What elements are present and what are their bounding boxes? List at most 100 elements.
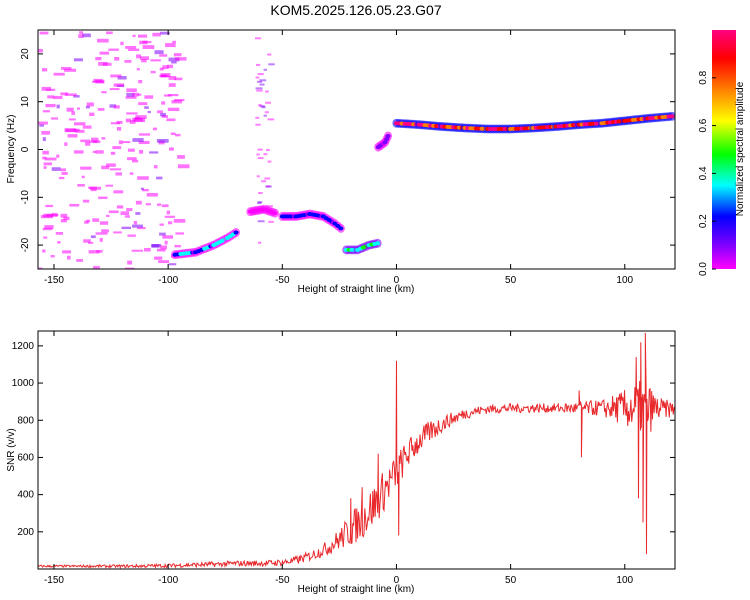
spectrogram-noise-cell xyxy=(156,248,166,252)
spectrogram-noise-cell xyxy=(167,64,174,69)
spectrogram-noise-cell xyxy=(166,118,176,122)
spectrogram-noise-cell xyxy=(164,215,176,218)
spectrogram-noise-cell xyxy=(101,137,106,140)
spectrogram-noise-cell xyxy=(132,92,139,97)
spectrogram-noise-cell xyxy=(98,61,108,66)
spectrogram-noise-cell xyxy=(266,149,270,152)
spectrogram-noise-cell xyxy=(127,157,137,161)
spectrogram-noise-cell xyxy=(162,235,174,239)
spectrogram-noise-cell xyxy=(38,48,43,53)
spectrogram-noise-cell xyxy=(121,226,132,230)
spectrogram-noise-cell xyxy=(168,263,177,266)
snr-y-tick-label: 1200 xyxy=(12,341,35,352)
spectrogram-noise-cell xyxy=(93,266,100,269)
snr-panel: -150 -100 -50 0 50 100 200 400 600 800 1000 1200 H… xyxy=(6,330,676,595)
spectrogram-noise-cell xyxy=(142,45,155,50)
spectrogram-noise-cell xyxy=(137,34,148,38)
spectrogram-noise-cell xyxy=(165,43,176,48)
spectrogram-noise-cell xyxy=(38,267,43,269)
spectrogram-noise-cell xyxy=(126,88,137,93)
spectrogram-noise-cell xyxy=(133,118,146,123)
spectrogram-noise-cell xyxy=(139,56,150,60)
snr-y-tick-label: 600 xyxy=(17,452,34,463)
spectrogram-noise-cell xyxy=(266,205,273,208)
spectrogram-noise-cell xyxy=(258,191,263,194)
spectrogram-noise-cell xyxy=(140,187,144,190)
spectrogram-noise-cell xyxy=(172,40,176,44)
spectrogram-noise-cell xyxy=(95,57,102,61)
spectrogram-noise-cell xyxy=(144,95,154,99)
spectrogram-noise-cell xyxy=(85,141,91,146)
spectrogram-noise-cell xyxy=(147,110,151,114)
spectrogram-noise-cell xyxy=(97,38,109,43)
spectrogram-noise-cell xyxy=(256,89,263,92)
spectrogram-noise-cell xyxy=(160,245,167,250)
spectrogram-noise-cell xyxy=(86,219,91,223)
spectrogram-noise-cell xyxy=(89,112,95,117)
spectrogram-noise-cell xyxy=(99,51,110,55)
spectrogram-noise-cell xyxy=(152,127,158,131)
spectrogram-noise-cell xyxy=(256,175,260,178)
spectrogram-noise-cell xyxy=(125,46,137,49)
spectrogram-noise-cell xyxy=(116,120,123,124)
spectrogram-noise-cell xyxy=(254,37,262,40)
spectrogram-noise-cell xyxy=(114,56,120,61)
spectrogram-noise-cell xyxy=(69,203,80,207)
spectrogram-noise-cell xyxy=(44,225,54,229)
spectrogram-noise-cell xyxy=(101,165,110,170)
spectrogram-noise-cell xyxy=(128,48,140,51)
spectrogram-noise-cell xyxy=(132,34,136,38)
spectrogram-noise-cell xyxy=(138,102,148,106)
spectrogram-noise-cell xyxy=(101,91,107,94)
spectrogram-noise-cell xyxy=(115,172,123,176)
colorbar-label: Normalized spectral amplitude xyxy=(735,81,746,216)
spectrogram-noise-cell xyxy=(156,139,169,143)
spectrogram-noise-cell xyxy=(120,41,124,46)
spectrogram-ridge-cell xyxy=(272,211,278,216)
spectrogram-noise-cell xyxy=(66,107,74,112)
spectrogram-noise-cell xyxy=(63,216,70,221)
spectrogram-noise-cell xyxy=(265,185,272,188)
spectrogram-noise-cell xyxy=(169,147,174,151)
spectrogram-noise-cell xyxy=(149,151,159,154)
spectrogram-noise-cell xyxy=(144,106,149,109)
spectrogram-noise-cell xyxy=(141,59,147,63)
spectrogram-noise-cell xyxy=(76,107,80,110)
spectrogram-noise-cell xyxy=(92,218,100,222)
spectrogram-noise-cell xyxy=(73,95,80,98)
spectrogram-noise-cell xyxy=(160,112,166,117)
spectrogram-noise-cell xyxy=(259,83,265,86)
spectrogram-noise-cell xyxy=(109,88,120,91)
spectrogram-noise-cell xyxy=(50,117,59,120)
spectrogram-noise-cell xyxy=(264,111,269,114)
snr-x-tick-label: 0 xyxy=(394,575,400,586)
spectrogram-noise-cell xyxy=(105,184,113,187)
spectrogram-noise-cell xyxy=(56,104,60,109)
spectrogram-noise-cell xyxy=(82,125,92,129)
spectrogram-y-tick-label: 10 xyxy=(20,96,31,108)
spectrogram-noise-cell xyxy=(43,213,53,218)
spectrogram-ridge-cell xyxy=(669,114,675,119)
spectrogram-noise-cell xyxy=(175,232,185,235)
spectrogram-noise-cell xyxy=(125,96,137,99)
spectrogram-noise-cell xyxy=(50,255,55,258)
spectrogram-noise-cell xyxy=(257,201,263,204)
spectrogram-noise-cell xyxy=(142,188,149,192)
spectrogram-noise-cell xyxy=(110,151,116,155)
spectrogram-noise-cell xyxy=(55,231,64,235)
colorbar-tick-label: 0.6 xyxy=(698,118,709,132)
spectrogram-noise-cell xyxy=(60,219,67,223)
spectrogram-noise-cell xyxy=(113,83,124,87)
spectrogram-noise-cell xyxy=(268,63,275,66)
snr-y-tick-label: 200 xyxy=(17,527,34,538)
spectrogram-noise-cell xyxy=(161,204,169,208)
spectrogram-noise-cell xyxy=(42,137,46,142)
spectrogram-noise-cell xyxy=(255,76,260,79)
spectrogram-noise-cell xyxy=(83,239,91,243)
spectrogram-noise-cell xyxy=(267,53,272,56)
spectrogram-noise-cell xyxy=(158,260,170,264)
spectrogram-noise-cell xyxy=(257,148,263,151)
spectrogram-noise-cell xyxy=(39,31,49,35)
snr-plot-area xyxy=(37,330,676,570)
